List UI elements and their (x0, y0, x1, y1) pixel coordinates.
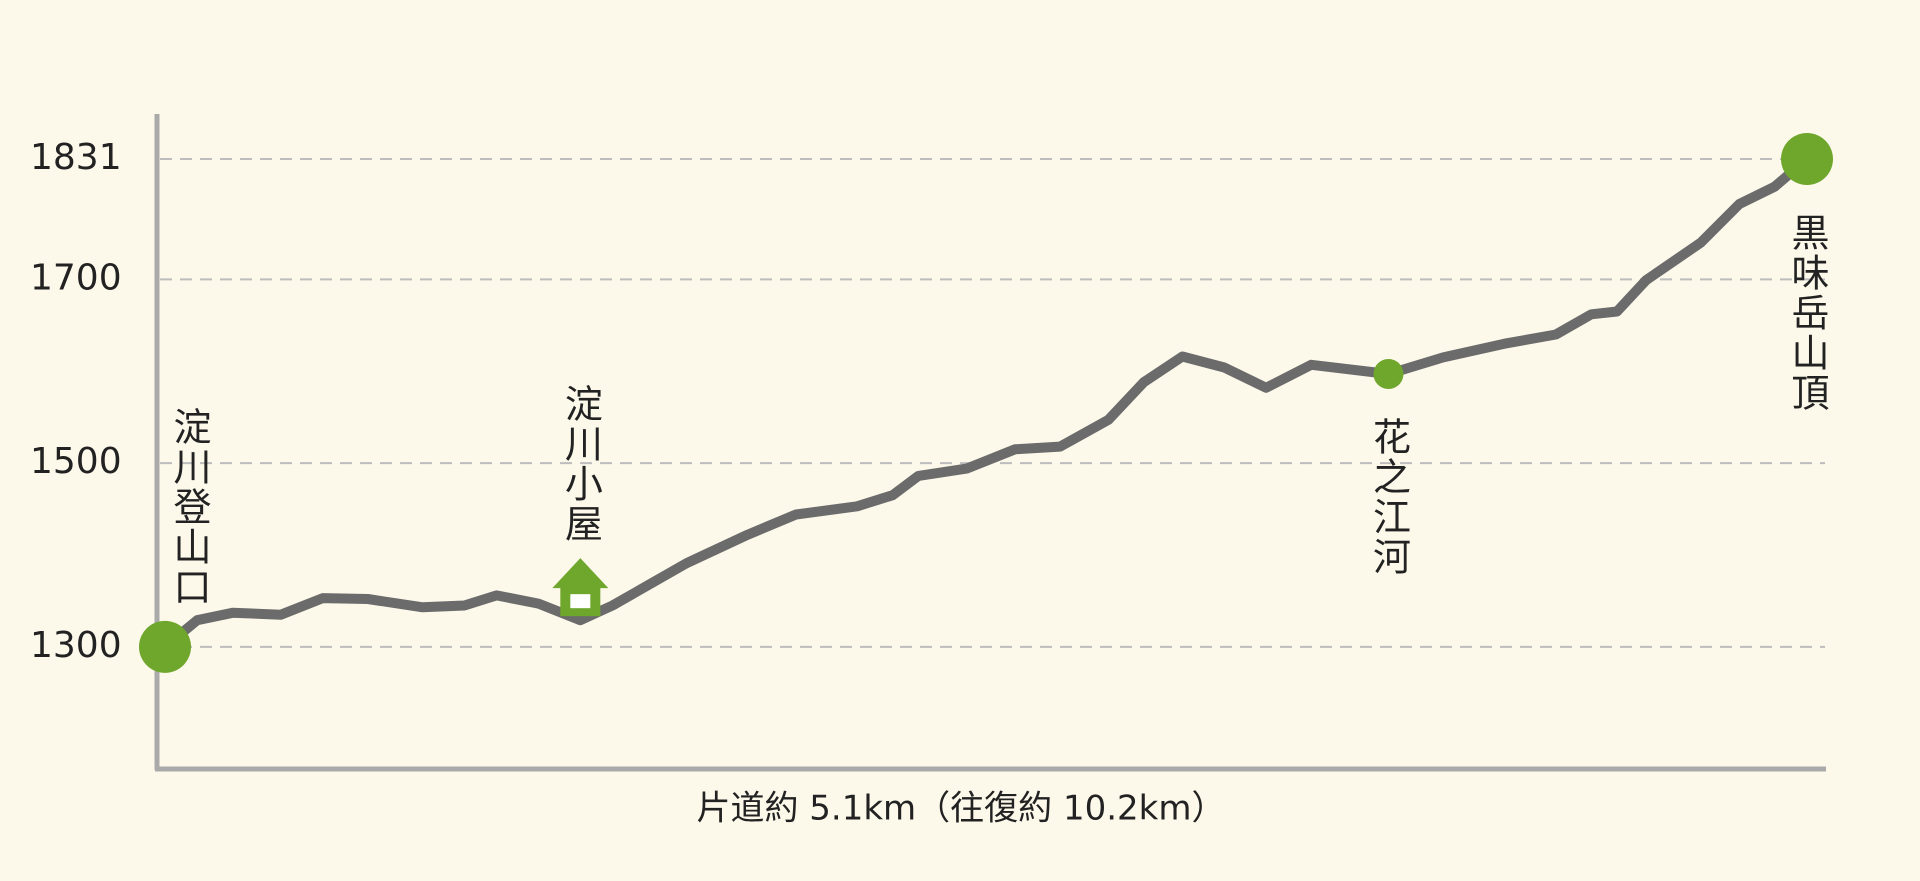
waypoint-label: 花之江河 (1366, 417, 1410, 577)
y-tick-label: 1500 (30, 441, 122, 482)
waypoint-label: 淀川小屋 (558, 384, 602, 544)
waypoint-label: 黒味岳山頂 (1785, 213, 1829, 413)
y-tick-label: 1831 (30, 137, 122, 178)
waypoint-label: 淀川登山口 (167, 407, 211, 607)
hut-marker (552, 558, 609, 617)
waypoint-marker (1373, 358, 1404, 389)
y-tick-label: 1700 (30, 257, 122, 298)
waypoint-marker (1781, 133, 1833, 186)
profile-line (160, 154, 1812, 652)
waypoint-marker (139, 620, 191, 673)
x-axis-label: 片道約 5.1km（往復約 10.2km） (696, 789, 1225, 829)
hut-part (570, 594, 591, 609)
y-tick-label: 1300 (30, 625, 122, 666)
hut-part (552, 558, 609, 589)
